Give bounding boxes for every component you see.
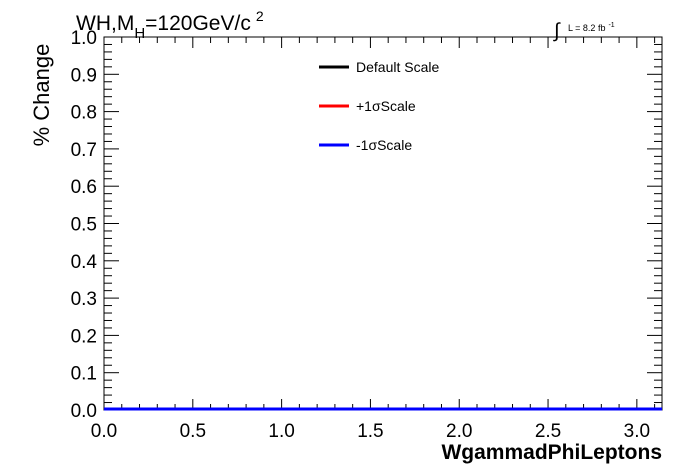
y-tick-label: 0.5 xyxy=(71,215,97,236)
legend-label-2: -1σScale xyxy=(356,137,412,153)
x-tick-label: 0.0 xyxy=(91,421,117,442)
title-subscript: H xyxy=(134,25,145,42)
legend-label-1: +1σScale xyxy=(356,98,416,114)
y-tick-label: 1.0 xyxy=(71,28,97,49)
y-tick-label: 0.8 xyxy=(71,103,97,124)
plot-frame xyxy=(103,36,663,411)
y-tick-label: 0.4 xyxy=(71,252,98,273)
y-axis-ticks: 0.0 0.1 0.2 0.3 0.4 0.5 0.6 0.7 0.8 0.9 1.0 xyxy=(71,28,662,422)
x-tick-label: 2.5 xyxy=(535,421,561,442)
y-tick-label: 0.7 xyxy=(71,140,97,161)
lumi-integral: ∫ xyxy=(553,20,561,42)
title-rest: =120GeV/c xyxy=(145,12,251,35)
y-tick-label: 0.2 xyxy=(71,326,97,347)
y-tick-label: 0.3 xyxy=(71,289,97,310)
y-tick-label: 0.9 xyxy=(71,65,97,86)
lumi-label: L = 8.2 fb -1 xyxy=(568,22,615,33)
y-tick-label: 0.1 xyxy=(71,364,97,385)
legend-label-0: Default Scale xyxy=(356,59,439,75)
y-tick-label: 0.0 xyxy=(71,401,97,422)
x-tick-label: 1.5 xyxy=(357,421,383,442)
y-axis-title: % Change xyxy=(29,44,54,147)
x-axis-title: WgammadPhiLeptons xyxy=(441,441,662,464)
x-tick-label: 0.5 xyxy=(180,421,206,442)
x-tick-label: 2.0 xyxy=(446,421,472,442)
lumi-superscript: -1 xyxy=(608,22,614,29)
chart-title: WH,MH=120GeV/c 2 xyxy=(76,8,264,42)
y-tick-label: 0.6 xyxy=(71,177,97,198)
x-tick-label: 1.0 xyxy=(268,421,294,442)
lumi-text: L = 8.2 fb xyxy=(568,23,605,33)
title-main: WH,M xyxy=(76,12,134,35)
title-superscript: 2 xyxy=(256,8,264,24)
x-tick-label: 3.0 xyxy=(624,421,650,442)
legend: Default Scale +1σScale -1σScale xyxy=(319,59,439,153)
x-axis-ticks: 0.0 0.5 1.0 1.5 2.0 2.5 3.0 xyxy=(91,37,656,442)
